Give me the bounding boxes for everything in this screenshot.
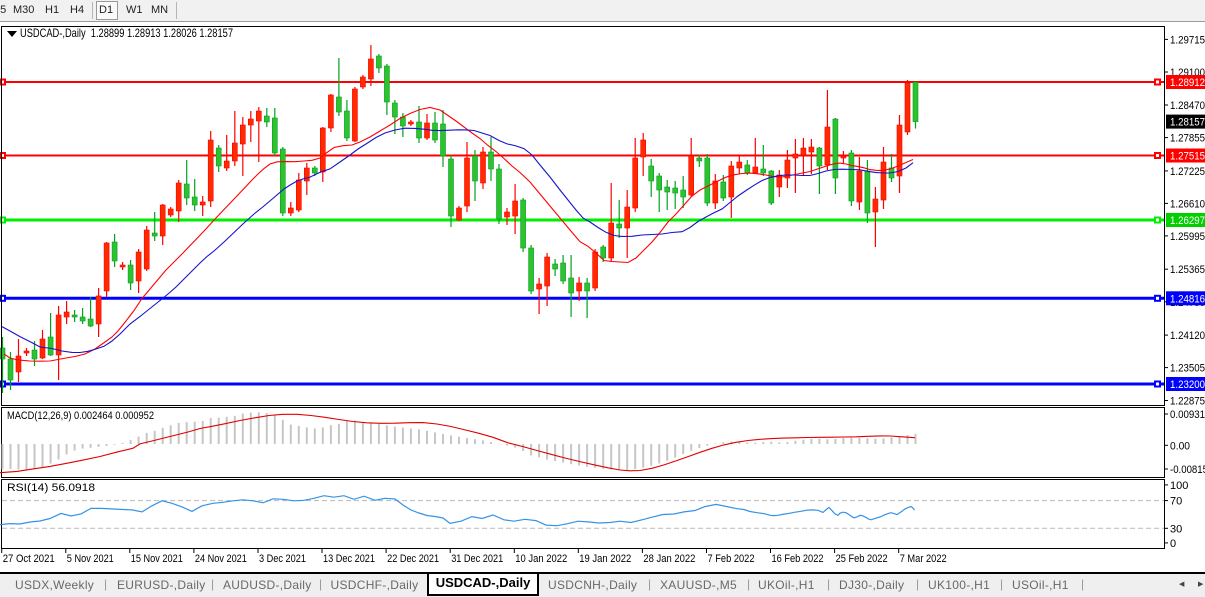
svg-text:15 Nov 2021: 15 Nov 2021 <box>131 553 183 565</box>
svg-text:5 Nov 2021: 5 Nov 2021 <box>67 553 114 565</box>
svg-text:0: 0 <box>1170 538 1176 550</box>
svg-text:30: 30 <box>1170 523 1182 535</box>
svg-text:1.29715: 1.29715 <box>1170 34 1205 46</box>
svg-text:70: 70 <box>1170 496 1182 508</box>
svg-text:1.26610: 1.26610 <box>1170 198 1205 210</box>
svg-text:1.25995: 1.25995 <box>1170 231 1205 243</box>
svg-text:-0.00815: -0.00815 <box>1170 464 1205 476</box>
svg-text:19 Jan 2022: 19 Jan 2022 <box>579 553 631 565</box>
svg-text:1.28912: 1.28912 <box>1170 77 1205 89</box>
svg-text:1.28470: 1.28470 <box>1170 100 1205 112</box>
svg-text:0.00931: 0.00931 <box>1170 409 1205 421</box>
svg-text:MACD(12,26,9) 0.002464 0.00095: MACD(12,26,9) 0.002464 0.000952 <box>7 410 154 422</box>
svg-text:1.23200: 1.23200 <box>1170 379 1205 391</box>
svg-text:22 Dec 2021: 22 Dec 2021 <box>387 553 439 565</box>
svg-text:1.22875: 1.22875 <box>1170 396 1205 408</box>
svg-text:1.28157: 1.28157 <box>1170 117 1205 129</box>
svg-text:1.25365: 1.25365 <box>1170 264 1205 276</box>
svg-text:25 Feb 2022: 25 Feb 2022 <box>836 553 888 565</box>
svg-text:1.23505: 1.23505 <box>1170 363 1205 375</box>
svg-text:1.26297: 1.26297 <box>1170 215 1205 227</box>
svg-text:1.24120: 1.24120 <box>1170 330 1205 342</box>
svg-text:24 Nov 2021: 24 Nov 2021 <box>195 553 247 565</box>
svg-text:USDCAD-,Daily 1.28899 1.28913: USDCAD-,Daily 1.28899 1.28913 1.28026 1.… <box>20 26 233 40</box>
svg-text:7 Mar 2022: 7 Mar 2022 <box>900 553 947 565</box>
svg-text:10 Jan 2022: 10 Jan 2022 <box>515 553 567 565</box>
svg-text:1.27515: 1.27515 <box>1170 151 1205 163</box>
svg-text:1.24816: 1.24816 <box>1170 293 1205 305</box>
svg-text:RSI(14) 56.0918: RSI(14) 56.0918 <box>7 482 95 494</box>
svg-text:100: 100 <box>1170 480 1188 492</box>
svg-text:28 Jan 2022: 28 Jan 2022 <box>643 553 695 565</box>
svg-text:16 Feb 2022: 16 Feb 2022 <box>772 553 824 565</box>
svg-text:13 Dec 2021: 13 Dec 2021 <box>323 553 375 565</box>
svg-text:7 Feb 2022: 7 Feb 2022 <box>708 553 755 565</box>
svg-text:1.27855: 1.27855 <box>1170 133 1205 145</box>
svg-text:31 Dec 2021: 31 Dec 2021 <box>451 553 503 565</box>
svg-text:27 Oct 2021: 27 Oct 2021 <box>3 553 55 565</box>
svg-text:1.27225: 1.27225 <box>1170 166 1205 178</box>
svg-text:3 Dec 2021: 3 Dec 2021 <box>259 553 306 565</box>
svg-text:0.00: 0.00 <box>1170 440 1190 452</box>
